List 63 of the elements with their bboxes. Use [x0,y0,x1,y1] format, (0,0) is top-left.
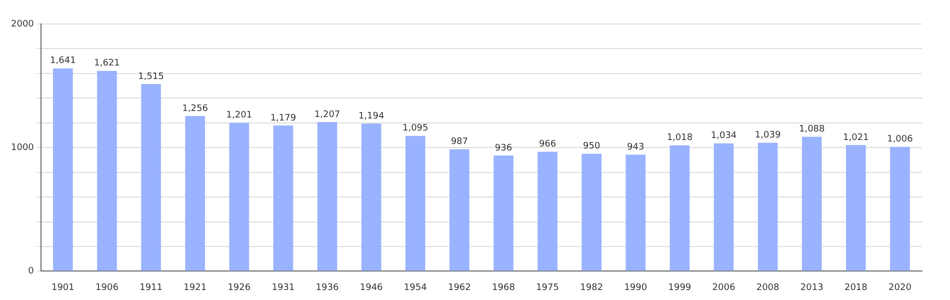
data-label: 1,201 [226,110,252,121]
data-label: 1,021 [843,132,869,143]
data-label: 1,006 [887,134,914,145]
data-label: 1,179 [270,113,296,124]
x-tick-label: 1901 [51,282,74,293]
bar [846,145,866,271]
data-label: 1,095 [402,124,428,134]
bar [450,149,470,271]
bar [229,122,250,271]
x-tick-label: 1968 [492,282,516,293]
bar [538,152,558,271]
bar [273,125,294,271]
x-tick-label: 1982 [580,282,604,293]
x-tick-label: 1911 [140,282,162,293]
bar [494,156,514,271]
bar [185,116,206,271]
x-tick-label: 2008 [756,282,780,293]
x-tick-label: 2018 [844,282,868,293]
bar [670,145,690,271]
y-tick-label: 0 [28,266,34,277]
x-tick-label: 2020 [888,282,912,293]
x-tick-label: 1946 [360,282,384,293]
bar [890,146,910,271]
x-tick-label: 1954 [404,282,428,293]
bar [361,124,382,271]
x-tick-label: 1936 [316,282,339,293]
bar [582,154,602,271]
data-label: 1,515 [138,72,164,82]
x-tick-label: 1975 [536,282,559,293]
data-label: 936 [494,143,512,154]
data-label: 950 [582,142,600,152]
data-label: 987 [450,137,468,148]
x-tick-label: 1990 [624,282,648,293]
bar [141,84,161,271]
x-tick-label: 1931 [272,282,295,293]
bar [317,122,338,271]
data-label: 1,256 [182,104,208,114]
x-tick-label: 1962 [448,282,471,293]
bar [97,70,117,271]
x-tick-label: 2013 [800,282,824,293]
data-label: 1,641 [50,56,76,66]
x-tick-label: 1926 [228,282,251,293]
x-tick-label: 1999 [668,282,692,293]
data-label: 1,034 [710,131,737,142]
y-tick-label: 2000 [11,19,34,30]
bar [758,142,778,271]
data-label: 1,018 [666,133,693,144]
data-label: 1,207 [314,110,340,120]
bar [714,143,734,271]
x-tick-label: 1921 [184,282,207,293]
y-tick-label: 1000 [11,142,34,153]
data-label: 1,088 [798,124,826,135]
data-label: 1,194 [358,111,384,122]
bar [53,68,73,271]
data-label: 966 [538,140,556,150]
data-label: 1,039 [754,130,781,141]
bar [626,154,646,271]
data-label: 1,621 [94,58,120,69]
bar [405,136,426,271]
x-tick-label: 2006 [712,282,736,293]
bar [802,136,822,271]
data-label: 943 [627,142,644,152]
x-tick-label: 1906 [96,282,119,293]
